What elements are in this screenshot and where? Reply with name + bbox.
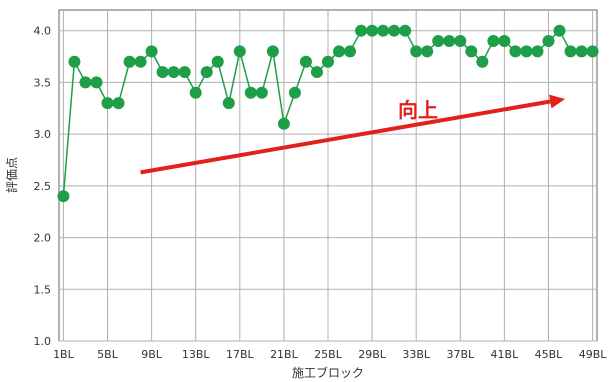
data-point xyxy=(156,66,169,79)
data-point xyxy=(344,45,357,58)
data-point xyxy=(299,55,312,68)
data-point xyxy=(123,55,136,68)
x-tick-label: 49BL xyxy=(579,348,608,361)
data-point xyxy=(178,66,191,79)
data-point xyxy=(498,35,511,48)
data-point xyxy=(421,45,434,58)
data-point xyxy=(233,45,246,58)
data-point xyxy=(542,35,555,48)
data-point xyxy=(553,24,566,37)
trend-annotation-label: 向上 xyxy=(398,98,438,122)
trend-arrow xyxy=(140,99,551,175)
data-point xyxy=(90,76,103,89)
data-point xyxy=(575,45,588,58)
data-point xyxy=(432,35,445,48)
data-point xyxy=(388,24,401,37)
data-point xyxy=(454,35,467,48)
y-tick-label: 4.0 xyxy=(34,25,52,38)
y-tick-label: 2.5 xyxy=(34,180,52,193)
x-tick-label: 29BL xyxy=(358,348,387,361)
data-point xyxy=(310,66,323,79)
data-point xyxy=(266,45,279,58)
y-tick-label: 1.0 xyxy=(34,335,52,348)
x-tick-label: 37BL xyxy=(446,348,475,361)
data-point xyxy=(288,86,301,99)
data-point xyxy=(167,66,180,79)
data-point xyxy=(586,45,599,58)
y-tick-label: 1.5 xyxy=(34,283,52,296)
x-tick-label: 1BL xyxy=(53,348,75,361)
data-point xyxy=(410,45,423,58)
y-tick-label: 3.5 xyxy=(34,76,52,89)
data-point xyxy=(520,45,533,58)
y-tick-label: 2.0 xyxy=(34,232,52,245)
data-point xyxy=(244,86,257,99)
data-point xyxy=(255,86,268,99)
data-point xyxy=(189,86,202,99)
data-point xyxy=(355,24,368,37)
data-point xyxy=(366,24,379,37)
y-tick-label: 3.0 xyxy=(34,128,52,141)
data-point xyxy=(134,55,147,68)
trend-arrow-head xyxy=(549,94,566,109)
data-point xyxy=(322,55,334,68)
y-axis-ticks: 1.0 1.5 2.0 2.5 3.0 3.5 4.0 xyxy=(34,25,52,348)
x-axis-ticks: 1BL 5BL 9BL 13BL 17BL 21BL 25BL 29BL 33BL 37BL 41B… xyxy=(53,348,607,361)
data-point xyxy=(399,24,412,37)
annotations: 向上 xyxy=(140,94,566,175)
data-point xyxy=(68,55,81,68)
x-axis-title: 施工ブロック xyxy=(292,365,364,380)
data-point xyxy=(145,45,158,58)
data-point xyxy=(211,55,224,68)
x-tick-label: 5BL xyxy=(97,348,119,361)
data-point xyxy=(222,97,235,110)
data-point xyxy=(564,45,577,58)
data-point xyxy=(112,97,125,110)
x-tick-label: 25BL xyxy=(314,348,343,361)
data-point xyxy=(200,66,213,79)
x-tick-label: 41BL xyxy=(491,348,520,361)
data-point xyxy=(333,45,346,58)
y-axis-title: 評価点 xyxy=(4,157,19,193)
data-point xyxy=(443,35,456,48)
data-point xyxy=(57,190,70,203)
data-point xyxy=(377,24,390,37)
data-point xyxy=(476,55,489,68)
x-tick-label: 9BL xyxy=(141,348,163,361)
x-tick-label: 45BL xyxy=(535,348,564,361)
x-tick-label: 21BL xyxy=(270,348,299,361)
data-point xyxy=(101,97,114,110)
x-tick-label: 13BL xyxy=(182,348,211,361)
data-point xyxy=(79,76,92,89)
x-tick-label: 17BL xyxy=(226,348,255,361)
data-point xyxy=(531,45,544,58)
data-point xyxy=(465,45,478,58)
data-point xyxy=(509,45,522,58)
x-tick-label: 33BL xyxy=(402,348,431,361)
data-point xyxy=(487,35,500,48)
data-point xyxy=(277,117,290,130)
data-series xyxy=(57,24,599,203)
